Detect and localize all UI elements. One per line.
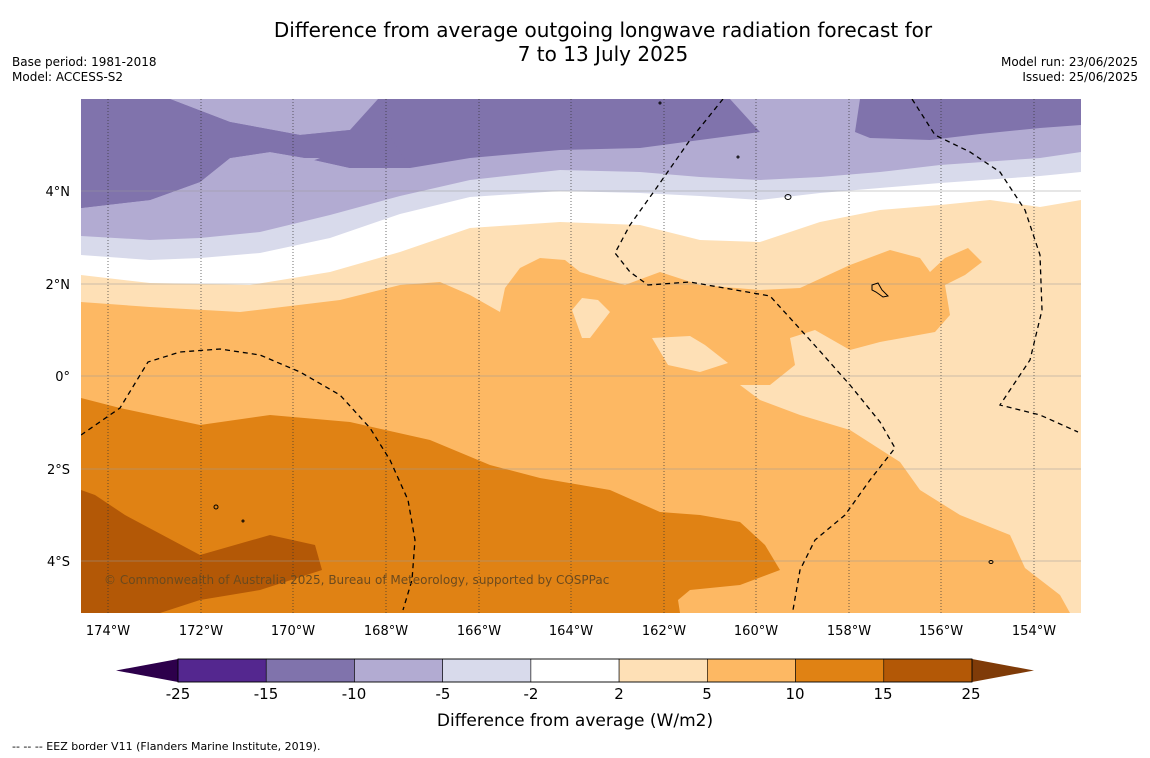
colorbar-tick: 25 (961, 685, 980, 703)
lat-label: 4°N (46, 185, 71, 200)
lon-label: 168°W (364, 624, 408, 639)
colorbar-ticks: -25 -15 -10 -5 -2 2 5 10 15 25 (166, 685, 981, 703)
map-title: Difference from average outgoing longwav… (28, 18, 1150, 66)
colorbar-cell (442, 658, 532, 683)
lon-label: 156°W (919, 624, 963, 639)
latitude-gridlines (81, 190, 1081, 562)
meta-left: Base period: 1981-2018 Model: ACCESS-S2 (12, 55, 157, 85)
model-run-text: Model run: 23/06/2025 (1000, 55, 1138, 69)
lon-label: 162°W (642, 624, 686, 639)
model-text: Model: ACCESS-S2 (12, 70, 124, 84)
lon-label: 158°W (827, 624, 871, 639)
colorbar-under-arrow (116, 659, 178, 682)
lon-label: 164°W (549, 624, 593, 639)
colorbar-tick: 10 (785, 685, 804, 703)
colorbar-tick: -10 (342, 685, 367, 703)
lon-label: 166°W (457, 624, 501, 639)
anomaly-band-neg-15-10-east (855, 99, 1081, 140)
colorbar-over-arrow (972, 659, 1034, 682)
issued-text: Issued: 25/06/2025 (1022, 70, 1138, 84)
colorbar-cell (265, 658, 355, 683)
colorbar-tick: 2 (614, 685, 624, 703)
lon-label: 172°W (179, 624, 223, 639)
colorbar-cell (177, 658, 267, 683)
island-outlines (213, 101, 994, 564)
longitude-axis-labels: 174°W 172°W 170°W 168°W 166°W 164°W 162°… (86, 624, 1056, 639)
colorbar-cell (354, 658, 443, 683)
eez-footnote: -- -- -- EEZ border V11 (Flanders Marine… (12, 740, 321, 753)
base-period-text: Base period: 1981-2018 (12, 55, 157, 69)
map-area (81, 99, 1081, 613)
colorbar-tick: -25 (166, 685, 191, 703)
colorbar-label: Difference from average (W/m2) (437, 711, 713, 731)
copyright-text: © Commonwealth of Australia 2025, Bureau… (104, 573, 609, 587)
lon-label: 160°W (734, 624, 778, 639)
colorbar-tick: -15 (254, 685, 279, 703)
colorbar: -25 -15 -10 -5 -2 2 5 10 15 25 Differenc… (116, 658, 1034, 731)
colorbar-cell (618, 658, 708, 683)
meta-right: Model run: 23/06/2025 Issued: 25/06/2025 (1001, 55, 1138, 85)
anomaly-pocket-light-orange-1 (572, 298, 610, 338)
anomaly-pocket-light-purple (230, 158, 320, 175)
anomaly-band-neg-15-10-fill (81, 99, 410, 208)
lat-label: 0° (55, 370, 70, 385)
eez-borders (81, 99, 1079, 611)
lon-label: 170°W (271, 624, 315, 639)
title-line-1: Difference from average outgoing longwav… (273, 18, 933, 42)
colorbar-cell (795, 658, 885, 683)
lat-label: 4°S (47, 555, 70, 570)
colorbar-tick: -5 (436, 685, 451, 703)
lon-label: 174°W (86, 624, 130, 639)
colorbar-outline (177, 658, 973, 683)
anomaly-pocket-light-orange-2 (652, 336, 728, 372)
colorbar-tick: 15 (873, 685, 892, 703)
colorbar-cell (530, 658, 620, 683)
lon-label: 154°W (1012, 624, 1056, 639)
colorbar-cell (707, 658, 796, 683)
title-line-2: 7 to 13 July 2025 (517, 42, 689, 66)
colorbar-cell (883, 658, 973, 683)
colorbar-cells (177, 658, 973, 683)
latitude-axis-labels: 4°N 2°N 0° 2°S 4°S (46, 185, 71, 570)
lat-label: 2°N (46, 278, 71, 293)
colorbar-tick: 5 (702, 685, 712, 703)
anomaly-band-15-25 (81, 490, 322, 613)
colorbar-tick: -2 (524, 685, 539, 703)
lat-label: 2°S (47, 463, 70, 478)
